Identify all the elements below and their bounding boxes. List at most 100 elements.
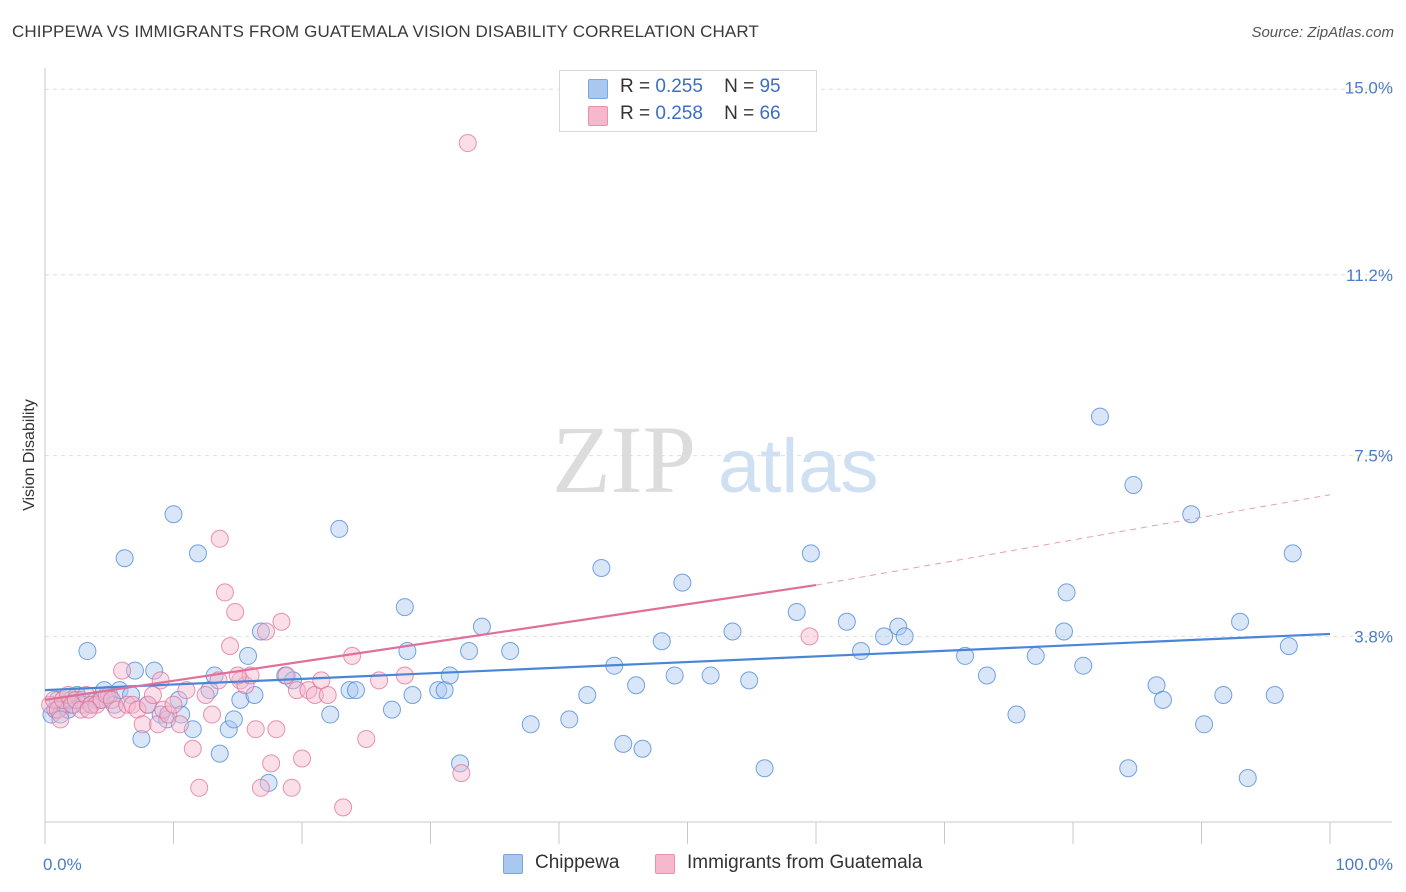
legend-n-value: 66 <box>759 103 781 124</box>
point-s0-46 <box>340 681 359 700</box>
chart-title: CHIPPEWA VS IMMIGRANTS FROM GUATEMALA VI… <box>12 22 759 41</box>
point-s0-79 <box>889 617 908 636</box>
point-s0-58 <box>501 642 520 661</box>
point-s0-75 <box>801 544 820 563</box>
point-s0-70 <box>701 666 720 685</box>
point-s0-35 <box>219 720 238 739</box>
y-axis-label: Vision Disability <box>21 399 38 511</box>
point-s0-44 <box>321 705 340 724</box>
point-s0-47 <box>346 681 365 700</box>
point-s1-55 <box>357 729 376 748</box>
point-s1-65 <box>51 710 70 729</box>
point-s1-61 <box>209 671 228 690</box>
point-s0-76 <box>837 612 856 631</box>
bottom-legend-label-chippewa: Chippewa <box>535 852 620 873</box>
point-s0-27 <box>164 505 183 524</box>
point-s1-41 <box>257 622 276 641</box>
point-s1-48 <box>293 749 311 768</box>
x-tick-label-0: 0.0% <box>43 855 82 874</box>
point-s1-33 <box>215 583 234 602</box>
point-s0-78 <box>875 627 894 646</box>
point-s1-31 <box>203 705 222 724</box>
point-s0-39 <box>245 686 264 704</box>
point-s0-85 <box>1055 622 1074 641</box>
point-s0-34 <box>210 744 229 763</box>
point-s1-23 <box>154 700 173 719</box>
legend-r-value: 0.255 <box>655 76 703 97</box>
watermark-atlas: atlas <box>718 424 879 509</box>
point-s1-28 <box>183 739 202 758</box>
point-s1-34 <box>221 637 240 656</box>
trend-line-s0 <box>44 632 1331 692</box>
point-s0-48 <box>382 700 401 719</box>
point-s0-80 <box>895 627 914 646</box>
point-s0-69 <box>673 573 692 592</box>
point-s0-57 <box>472 617 491 636</box>
point-s0-36 <box>224 710 243 729</box>
series-guatemala-points <box>41 134 819 817</box>
point-s0-22 <box>132 729 151 748</box>
point-s0-96 <box>1231 612 1250 631</box>
point-s0-51 <box>403 686 422 704</box>
trend-line-s1 <box>44 584 817 701</box>
point-s0-28 <box>169 690 188 709</box>
point-s0-64 <box>614 734 633 753</box>
point-s0-86 <box>1057 583 1076 602</box>
point-s1-39 <box>246 720 265 739</box>
point-s1-43 <box>267 720 286 739</box>
point-s0-71 <box>723 622 742 641</box>
point-s0-49 <box>395 598 414 617</box>
point-s0-90 <box>1124 475 1143 494</box>
y-tick-label-2: 11.2% <box>1346 266 1393 285</box>
point-s1-21 <box>143 686 162 704</box>
point-s0-55 <box>451 754 470 773</box>
legend-n-value: 95 <box>759 76 781 97</box>
point-s0-38 <box>239 646 258 665</box>
point-s0-45 <box>330 519 349 538</box>
tick-labels: 3.8% 7.5% 11.2% 15.0% 0.0% 100.0% <box>43 78 1393 874</box>
point-s1-64 <box>79 700 98 719</box>
point-s1-44 <box>272 612 291 631</box>
point-s0-11 <box>78 642 97 661</box>
point-s0-54 <box>440 666 459 685</box>
point-s0-68 <box>665 666 684 685</box>
axes <box>44 68 1392 844</box>
legend-n-label: N = <box>724 76 755 97</box>
point-s0-84 <box>1026 646 1045 665</box>
point-s0-94 <box>1195 715 1214 734</box>
point-s0-87 <box>1074 656 1093 675</box>
legend-r-label: R = <box>620 103 651 124</box>
legend-n-label: N = <box>724 103 755 124</box>
point-s0-61 <box>578 686 597 704</box>
point-s1-35 <box>226 602 245 621</box>
point-s0-89 <box>1119 759 1138 778</box>
point-s0-29 <box>172 705 191 724</box>
y-tick-label-3: 15.0% <box>1345 78 1393 97</box>
trend-lines <box>44 494 1331 701</box>
point-s0-97 <box>1238 769 1257 788</box>
point-s1-16 <box>118 695 137 714</box>
point-s1-53 <box>334 798 353 817</box>
point-s0-83 <box>1007 705 1026 724</box>
point-s1-40 <box>251 778 270 797</box>
point-s1-30 <box>196 686 215 704</box>
point-s1-17 <box>123 695 142 714</box>
point-s0-100 <box>1283 544 1302 563</box>
point-s0-67 <box>652 632 671 651</box>
point-s1-59 <box>458 134 477 153</box>
point-s1-24 <box>159 705 178 724</box>
watermark-zip: ZIP <box>552 406 696 513</box>
point-s1-58 <box>452 764 471 783</box>
point-s1-38 <box>241 666 260 685</box>
legend-r-label: R = <box>620 76 651 97</box>
grid-lines <box>45 88 1392 637</box>
bottom-legend-swatch-chippewa <box>503 854 523 874</box>
legend-swatch-chippewa <box>588 79 608 99</box>
point-s1-19 <box>133 715 152 734</box>
point-s0-92 <box>1153 690 1172 709</box>
point-s0-59 <box>521 715 540 734</box>
point-s0-66 <box>633 739 652 758</box>
point-s0-72 <box>740 671 759 690</box>
point-s0-65 <box>627 676 646 695</box>
